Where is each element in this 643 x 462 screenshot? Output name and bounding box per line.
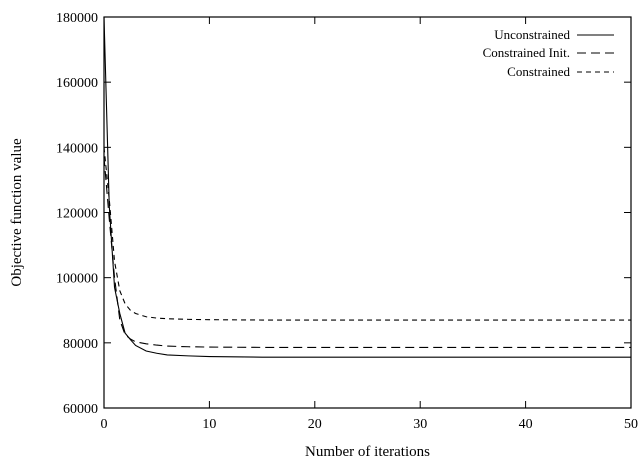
series-lines xyxy=(103,16,631,358)
series-line-constrained xyxy=(103,147,631,321)
x-tick-label: 30 xyxy=(413,417,427,432)
x-axis-label: Number of iterations xyxy=(305,444,430,460)
y-tick-label: 120000 xyxy=(56,207,98,222)
x-tick-label: 40 xyxy=(519,417,533,432)
y-axis-label: Objective function value xyxy=(9,138,25,287)
legend: Unconstrained Constrained Init. Constraine… xyxy=(483,27,614,79)
x-tick-label: 10 xyxy=(202,417,216,432)
x-tick-label: 50 xyxy=(624,417,638,432)
legend-label: Unconstrained xyxy=(494,27,570,42)
legend-label: Constrained xyxy=(507,64,570,79)
y-tick-label: 100000 xyxy=(56,272,98,287)
y-tick-label: 140000 xyxy=(56,141,98,156)
plot-frame xyxy=(103,16,632,409)
x-ticks: 0 10 20 30 40 50 xyxy=(101,17,638,432)
y-tick-label: 80000 xyxy=(63,337,98,352)
series-line-constrained-init xyxy=(103,157,631,348)
legend-label: Constrained Init. xyxy=(483,45,570,60)
y-tick-label: 180000 xyxy=(56,11,98,26)
x-tick-label: 0 xyxy=(101,417,108,432)
y-tick-label: 60000 xyxy=(63,402,98,417)
y-tick-label: 160000 xyxy=(56,76,98,91)
x-tick-label: 20 xyxy=(308,417,322,432)
